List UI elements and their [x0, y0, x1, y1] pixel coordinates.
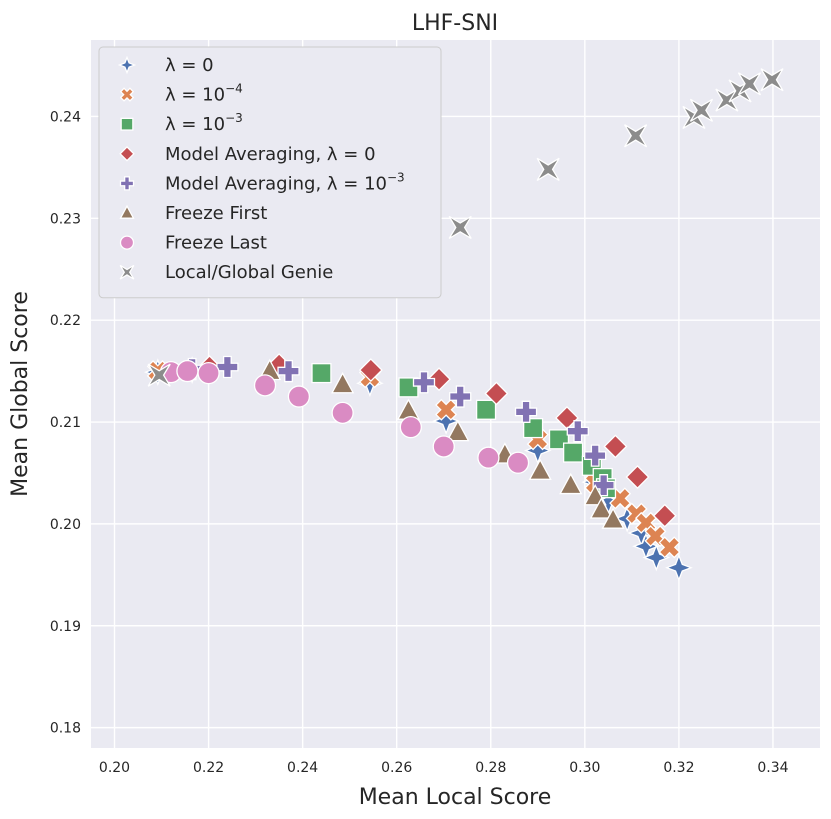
data-point — [760, 68, 784, 92]
data-point — [514, 400, 538, 423]
data-point — [523, 418, 544, 439]
legend-label: λ = 10−3 — [165, 111, 243, 135]
y-axis-label: Mean Global Score — [8, 291, 33, 497]
data-point — [484, 381, 509, 406]
data-point — [528, 458, 552, 480]
x-tick-label: 0.28 — [475, 760, 506, 776]
x-tick-label: 0.26 — [381, 760, 412, 776]
data-point — [435, 398, 458, 421]
legend-label: Model Averaging, λ = 0 — [165, 144, 376, 165]
chart-title: LHF-SNI — [412, 11, 498, 36]
y-tick-label: 0.24 — [50, 109, 81, 125]
data-point — [625, 465, 650, 489]
legend-label: Freeze First — [165, 203, 267, 224]
legend-marker — [119, 87, 135, 102]
data-point — [432, 435, 455, 458]
data-point — [592, 474, 615, 497]
y-tick-label: 0.20 — [50, 517, 81, 533]
data-point — [506, 451, 530, 474]
data-point — [311, 363, 332, 384]
x-tick-label: 0.22 — [193, 760, 224, 776]
data-point — [689, 98, 714, 122]
x-axis-label: Mean Local Score — [359, 785, 552, 810]
x-tick-label: 0.34 — [757, 760, 788, 776]
legend-label: λ = 10−4 — [165, 82, 243, 106]
data-point — [147, 363, 171, 387]
legend-label: Freeze Last — [165, 233, 267, 254]
data-point — [562, 442, 584, 463]
legend-marker — [120, 117, 134, 131]
series-6 — [159, 359, 530, 474]
data-point — [253, 374, 277, 397]
legend-marker — [119, 146, 135, 162]
y-tick-label: 0.22 — [50, 313, 81, 329]
legend-marker — [119, 264, 135, 280]
y-tick-label: 0.23 — [50, 211, 81, 227]
data-point — [737, 72, 762, 96]
legend-label: Local/Global Genie — [165, 262, 333, 283]
data-point — [475, 399, 497, 420]
y-tick-label: 0.18 — [50, 721, 81, 737]
data-point — [287, 385, 311, 408]
x-tick-label: 0.30 — [569, 760, 600, 776]
data-point — [601, 507, 625, 529]
x-tick-label: 0.24 — [287, 760, 318, 776]
legend-marker — [117, 55, 137, 75]
data-point — [331, 401, 354, 424]
data-point — [715, 88, 739, 112]
data-point — [331, 371, 355, 394]
legend-label: Model Averaging, λ = 10−3 — [165, 170, 405, 194]
data-point — [448, 215, 472, 240]
legend-marker — [119, 235, 135, 250]
data-point — [584, 444, 607, 467]
data-series — [143, 68, 784, 582]
legend-label: λ = 0 — [165, 55, 214, 76]
axis-ticks: 0.20 0.22 0.24 0.26 0.28 0.30 0.32 0.34 0.18 0.19… — [50, 109, 789, 776]
legend-box — [98, 46, 442, 299]
x-tick-label: 0.32 — [663, 760, 694, 776]
data-point — [216, 355, 239, 379]
data-point — [589, 497, 613, 519]
data-point — [624, 124, 648, 148]
data-point — [477, 446, 500, 469]
data-point — [449, 385, 472, 408]
legend: λ = 0 λ = 10−4 λ = 10−3 Model Averaging, λ … — [98, 46, 442, 299]
data-point — [446, 419, 470, 442]
series-7 — [147, 68, 784, 387]
x-tick-label: 0.20 — [99, 760, 130, 776]
data-point — [566, 420, 589, 443]
data-point — [358, 358, 383, 383]
data-point — [277, 359, 300, 383]
y-tick-label: 0.19 — [50, 619, 81, 635]
y-tick-label: 0.21 — [50, 415, 81, 431]
data-point — [603, 434, 628, 459]
legend-marker — [119, 176, 135, 191]
data-point — [665, 553, 693, 582]
series-1 — [146, 360, 681, 559]
legend-marker — [119, 204, 135, 219]
data-point — [412, 371, 436, 394]
data-point — [536, 157, 560, 181]
data-point — [176, 359, 199, 383]
data-point — [559, 472, 583, 495]
data-point — [197, 361, 220, 385]
data-point — [658, 536, 681, 559]
data-point — [399, 415, 422, 439]
data-point — [652, 503, 677, 528]
